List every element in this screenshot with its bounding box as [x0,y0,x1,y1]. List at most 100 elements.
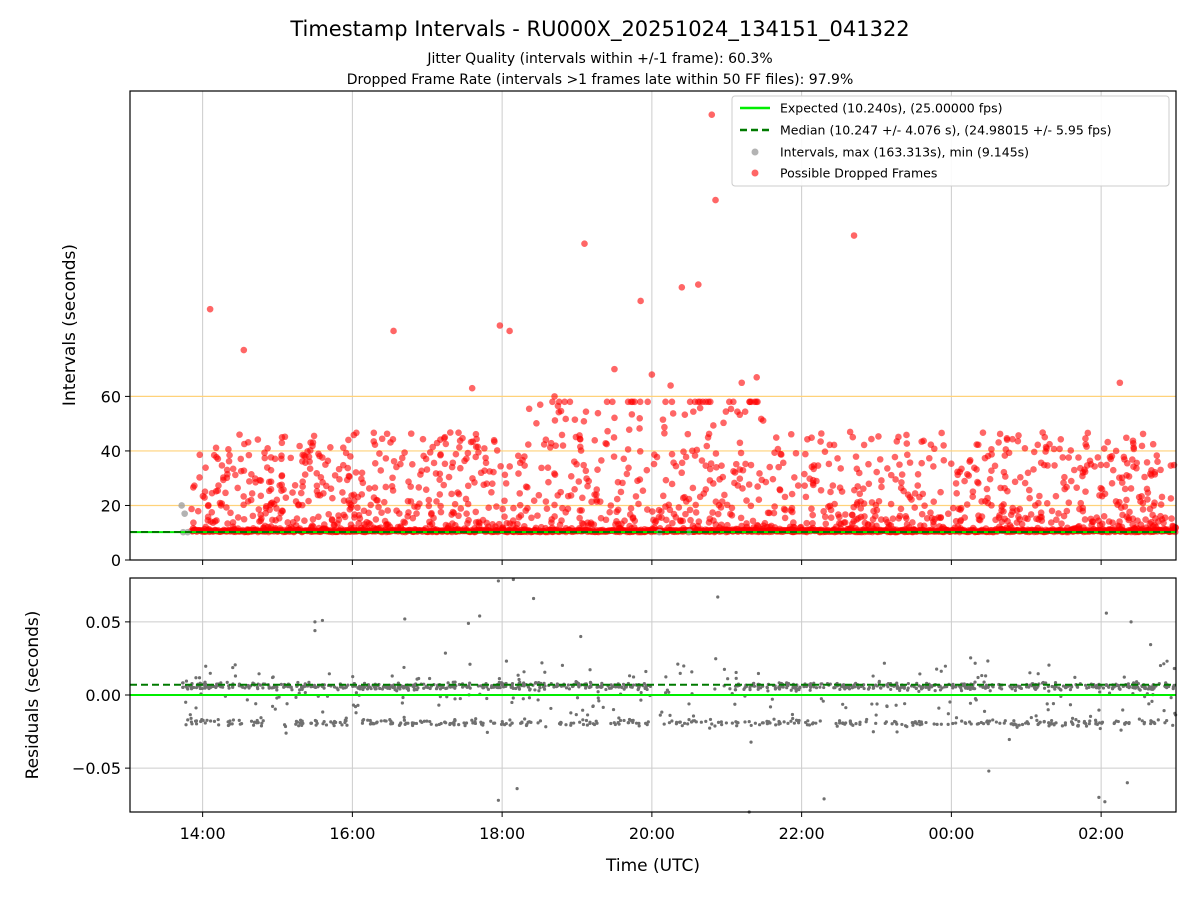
residual-point [1017,723,1021,727]
residuals-y-axis-label: Residuals (seconds) [23,611,43,780]
residual-point [441,685,445,689]
residual-point [1088,719,1092,723]
dropped-frame-point [969,488,977,495]
dropped-frame-point [247,496,255,504]
dropped-frame-point [692,509,700,516]
residual-point [445,686,449,690]
dropped-frame-point [914,470,922,478]
dropped-frame-point [558,517,565,524]
residual-point [1046,708,1050,712]
dropped-frame-point [791,474,798,481]
residual-point [1171,723,1175,727]
dropped-frame-point [988,451,995,458]
dropped-frame-point [1001,452,1009,459]
x-tick-label: 16:00 [329,824,375,843]
dropped-frame-point [1055,510,1062,517]
residual-point [1165,718,1169,723]
residual-point [231,685,235,689]
dropped-frame-point [1084,429,1092,437]
dropped-frame-point [1005,525,1012,533]
dropped-frame-point [875,497,883,505]
residual-point [660,710,664,714]
dropped-frame-point [821,513,829,521]
residual-point [939,669,943,673]
residual-point [768,721,772,725]
dropped-frame-point [316,492,324,499]
dropped-frame-point [606,508,613,516]
dropped-frame-point [696,404,704,412]
dropped-frame-point [322,461,329,468]
dropped-frame-point [903,451,911,459]
intervals-y-tick-label: 0 [111,551,121,570]
residual-point [967,720,972,724]
dropped-frame-point [771,503,778,510]
dropped-frame-point [1065,499,1073,507]
residual-point [1047,663,1051,667]
residual-point [538,686,542,690]
dropped-frame-point [712,521,720,528]
dropped-frame-point [575,478,583,485]
residual-point [1053,681,1058,685]
residual-point [670,719,674,723]
residual-point [708,717,713,722]
residual-point [1090,685,1094,689]
residual-point [614,685,618,689]
residual-point [774,723,778,727]
dropped-frame-point [201,488,209,495]
residual-point [461,685,465,689]
dropped-frame-point [755,496,763,504]
dropped-frame-point [555,398,563,406]
residual-point [258,683,263,687]
dropped-frame-point [897,505,905,513]
residual-point [766,689,770,693]
dropped-frame-point [416,500,423,507]
dropped-frame-outlier [753,374,761,381]
residual-point [786,721,790,725]
dropped-frame-point [686,506,694,514]
x-tick-label: 14:00 [180,824,226,843]
residual-point [588,721,592,726]
residual-point [354,691,358,695]
dropped-frame-point [677,517,684,524]
dropped-frame-point [415,484,423,491]
residual-point [425,719,429,723]
dropped-frame-point [559,504,566,512]
residual-point [986,722,990,726]
dropped-frame-point [452,450,460,458]
dropped-frame-point [957,517,965,524]
dropped-frame-point [568,524,575,532]
dropped-frame-point [1130,445,1138,453]
dropped-frame-point [1168,515,1175,522]
dropped-frame-point [378,509,385,516]
dropped-frame-point [602,516,610,524]
residual-point [749,740,753,744]
dropped-frame-point [628,411,636,418]
residual-point [497,680,501,684]
residual-point [464,721,469,725]
residual-point [527,696,532,700]
residual-point [1116,683,1120,688]
residual-point [473,720,477,724]
residual-point [835,724,839,728]
dropped-frame-point [974,441,982,449]
residual-point [871,686,875,690]
residual-point [782,720,786,724]
residual-point [874,721,878,725]
dropped-frame-point [1015,432,1022,439]
legend-expected-label: Expected (10.240s), (25.00000 fps) [780,101,1002,116]
dropped-frame-point [877,516,885,523]
residual-point [749,723,753,728]
dropped-frame-point [437,508,445,516]
dropped-frame-point [636,398,644,406]
residual-point [792,721,796,725]
dropped-frame-point [543,505,551,512]
residual-point [929,684,933,688]
dropped-frame-point [949,504,957,512]
residual-point [1028,671,1032,675]
dropped-frame-point [625,464,632,472]
residual-point [437,703,441,707]
dropped-frame-point [514,452,522,460]
dropped-frame-point [628,525,635,532]
residual-point [1164,681,1168,685]
dropped-frame-point [927,509,934,517]
